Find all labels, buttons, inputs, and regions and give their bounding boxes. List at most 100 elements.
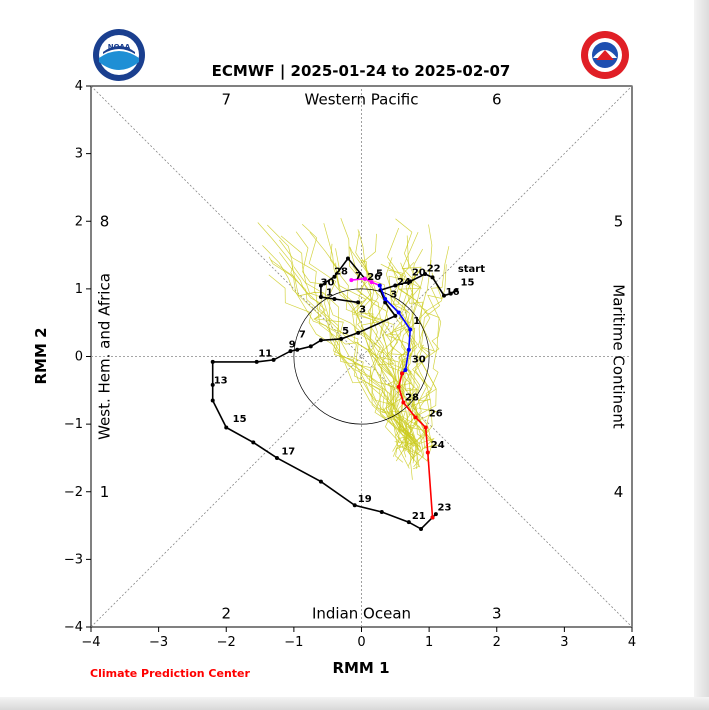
series-point [362, 276, 367, 281]
series-point [377, 283, 382, 288]
x-tick-label: −3 [149, 635, 168, 650]
series-point [288, 349, 293, 354]
y-tick-label: 1 [75, 282, 83, 297]
credit-text: Climate Prediction Center [90, 667, 250, 680]
series-point [393, 313, 398, 318]
series-point [210, 398, 215, 403]
series-point [423, 425, 428, 430]
x-tick-label: 4 [628, 635, 636, 650]
ensemble-member-line [388, 269, 419, 470]
series-point [345, 256, 350, 261]
series-point [318, 338, 323, 343]
series-point [423, 271, 428, 276]
series-day-label: 30 [412, 355, 426, 366]
series-day-label: 9 [289, 340, 296, 351]
x-tick-label: 0 [357, 635, 365, 650]
series-day-label: 1 [326, 288, 333, 299]
series-point [419, 526, 424, 531]
chart-title: ECMWF | 2025-01-24 to 2025-02-07 [212, 62, 511, 81]
x-tick-label: −4 [81, 635, 100, 650]
series-day-label: 15 [233, 414, 247, 425]
x-tick-label: −1 [284, 635, 303, 650]
series-day-label: 24 [431, 440, 445, 451]
y-tick-label: −1 [64, 417, 83, 432]
grid-diagonal [90, 85, 633, 628]
unit-circle [293, 288, 430, 425]
series-day-label: 24 [397, 277, 411, 288]
ensemble-member-line [355, 231, 418, 441]
series-point [318, 283, 323, 288]
phase-number: 1 [100, 483, 110, 501]
x-tick-label: 1 [425, 635, 433, 650]
series-day-label: 13 [214, 376, 228, 387]
series-point [401, 400, 406, 405]
series-point [408, 279, 413, 284]
nws-logo [581, 31, 629, 79]
ensemble-member-line [392, 235, 421, 457]
series-day-label: 22 [427, 263, 441, 274]
series-point [430, 275, 435, 280]
region-label-west-hem-africa: West. Hem. and Africa [96, 273, 114, 440]
ensemble-member-line [279, 252, 415, 457]
series-day-label: 19 [358, 494, 372, 505]
series-point [448, 291, 453, 296]
region-label-indian-ocean: Indian Ocean [312, 604, 411, 622]
series-day-label: 21 [412, 511, 426, 522]
series-day-label: 3 [359, 305, 366, 316]
y-tick-label: 2 [75, 214, 83, 229]
series-point [332, 297, 337, 302]
ensemble-member-line [295, 231, 422, 449]
series-day-label: 5 [342, 326, 349, 337]
phase-number: 8 [100, 212, 110, 230]
y-tick-label: 4 [75, 79, 83, 94]
series-point [295, 347, 300, 352]
ensemble-member-line [257, 222, 420, 451]
ensemble-member-line [293, 266, 419, 467]
noaa-logo-text: NOAA [108, 43, 131, 51]
series-day-label: 7 [299, 330, 306, 341]
ensemble-member-line [262, 245, 430, 463]
series-point [318, 479, 323, 484]
phase-number: 7 [221, 91, 231, 109]
region-label-western-pacific: Western Pacific [305, 91, 419, 109]
series-day-label: 16 [446, 287, 460, 298]
series-point [356, 300, 361, 305]
frame-shadow-bottom [0, 697, 709, 710]
series-day-label: 5 [376, 269, 383, 280]
series-point [406, 520, 411, 525]
series-point [379, 510, 384, 515]
series-point [396, 384, 401, 389]
series-day-label: 26 [367, 272, 381, 283]
region-label-maritime-continent: Maritime Continent [609, 284, 627, 429]
region-labels: Western Pacific Indian Ocean West. Hem. … [96, 91, 628, 623]
series-point [352, 503, 357, 508]
ensemble-member-line [391, 266, 426, 459]
series-day-label: 23 [438, 503, 452, 514]
series-point [393, 283, 398, 288]
series-point [383, 300, 388, 305]
noaa-logo: NOAA [93, 29, 145, 81]
series-day-label: 7 [355, 271, 362, 282]
series-point [224, 425, 229, 430]
y-axis-label: RMM 2 [32, 327, 50, 384]
series-point [406, 347, 411, 352]
series-point [425, 450, 430, 455]
series-point [254, 359, 259, 364]
frame-shadow-right [694, 0, 709, 710]
series-line [351, 277, 381, 287]
y-tick-label: −4 [64, 620, 83, 635]
series-point [332, 274, 337, 279]
ensemble-member-line [335, 262, 410, 469]
series-point [433, 512, 438, 517]
series-point [356, 330, 361, 335]
series-point [413, 415, 418, 420]
series-point [318, 294, 323, 299]
y-tick-label: −3 [64, 552, 83, 567]
series-point [271, 357, 276, 362]
series-point [274, 455, 279, 460]
series-day-label: 1 [413, 316, 420, 327]
series-day-label: 3 [390, 290, 397, 301]
